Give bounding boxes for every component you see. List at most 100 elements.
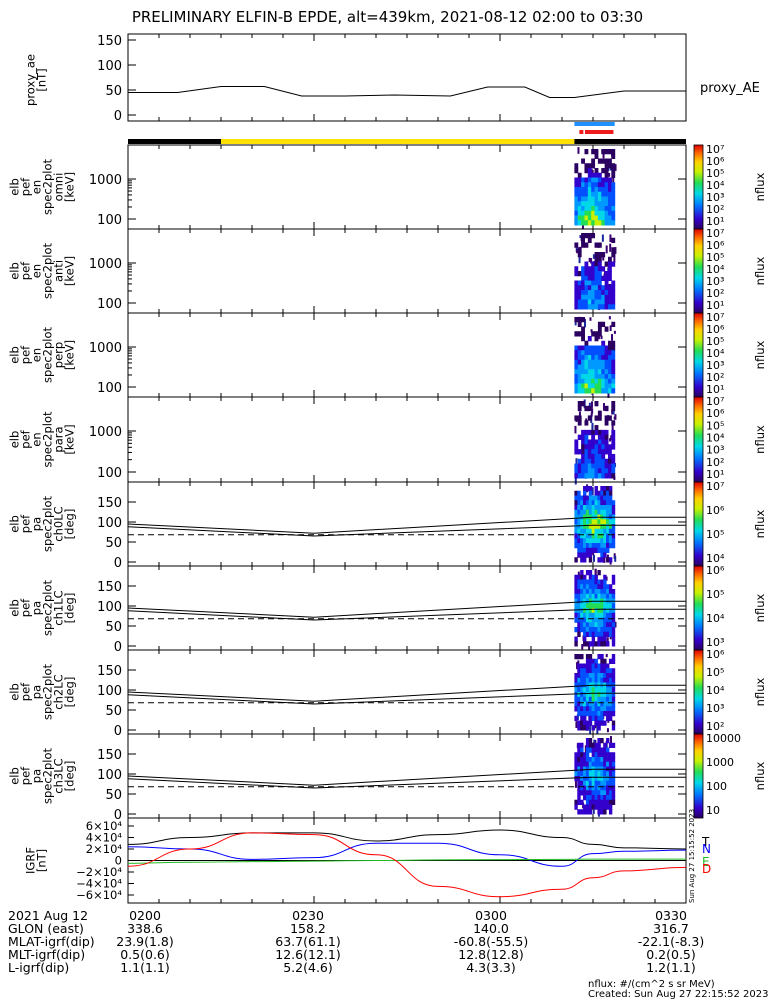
- spectrogram-cell: [594, 294, 599, 300]
- spectrogram-cell: [597, 677, 601, 683]
- spectrogram-cell: [583, 752, 587, 758]
- y-axis-label-line: pef: [19, 261, 33, 280]
- spectrogram-cell: [585, 617, 590, 623]
- spectrogram-cell: [600, 785, 604, 791]
- spectrogram-cell: [587, 369, 592, 375]
- spectrogram-cell: [597, 579, 601, 585]
- y-axis-label-line: elb: [8, 178, 22, 196]
- spectrogram-cell: [588, 692, 593, 698]
- speck: [589, 317, 592, 321]
- ae-ylabel: proxy_ae[nT]: [24, 54, 49, 106]
- spectrogram-cell: [577, 668, 581, 674]
- spectrogram-cell: [585, 622, 590, 628]
- spectrogram-cell: [577, 317, 582, 323]
- spectrogram-cell: [606, 547, 610, 553]
- spectrogram-cell: [591, 752, 596, 758]
- spectrogram-cell: [611, 355, 616, 361]
- spectrogram-cell: [594, 547, 598, 553]
- spectrogram-cell: [577, 280, 582, 286]
- colorbar-unit-label: nflux: [753, 256, 767, 285]
- colorbar-tick-label: 10³: [706, 702, 724, 715]
- spectrogram-cell: [603, 706, 607, 712]
- spectrogram-cell: [611, 505, 616, 511]
- colorbar-tick-label: 10³: [706, 191, 724, 204]
- y-tick-label: 0: [114, 109, 122, 124]
- spectrogram-cell: [600, 631, 604, 637]
- spectrogram-cell: [583, 711, 587, 717]
- footer-time-0300: 0300: [475, 908, 507, 923]
- spectrogram-cell: [574, 439, 579, 445]
- spectrogram-cell: [591, 528, 596, 534]
- spectrogram-cell: [587, 439, 592, 445]
- spectrogram-cell: [591, 790, 596, 796]
- spectrogram-cell: [607, 415, 612, 421]
- spectrogram-cell: [585, 533, 590, 539]
- spectrogram-cell: [607, 458, 612, 465]
- spectrogram-cell: [591, 658, 596, 664]
- spectrogram-cell: [577, 374, 582, 380]
- spectrogram-cell: [606, 757, 610, 763]
- spectrogram-cell: [594, 196, 599, 202]
- spectrogram-cell: [580, 519, 584, 525]
- footer-time-0200: 0200: [129, 908, 161, 923]
- spectrogram-cell: [603, 486, 607, 492]
- spectrogram-cell: [591, 473, 596, 479]
- spectrogram-cell: [601, 177, 606, 183]
- spectrogram-cell: [600, 706, 604, 712]
- spectrogram-data: [574, 399, 617, 485]
- spectrogram-cell: [574, 593, 578, 599]
- y-tick-label: 100: [97, 59, 122, 74]
- spectrogram-cell: [591, 593, 596, 599]
- y-axis-label-line: elb: [8, 683, 22, 701]
- speck: [588, 645, 591, 650]
- spectrogram-cell: [597, 533, 601, 539]
- spectrogram-cell: [597, 187, 602, 193]
- speck: [607, 389, 610, 398]
- spectrogram-cell: [574, 804, 578, 810]
- spectrogram-cell: [591, 378, 596, 384]
- spectrogram-cell: [583, 715, 587, 721]
- spectrogram-cell: [588, 500, 593, 506]
- spectrogram-cell: [597, 374, 602, 380]
- spectrogram-cell: [597, 738, 601, 744]
- spectrogram-cell: [583, 663, 587, 669]
- spectrogram-cell: [594, 486, 598, 492]
- spectrogram-cell: [591, 692, 596, 698]
- spectrogram-cell: [577, 505, 581, 511]
- spectrogram-cell: [591, 742, 596, 748]
- spectrogram-cell: [607, 191, 612, 197]
- spectrogram-cell: [611, 191, 616, 197]
- y-axis-label-line: perp: [52, 342, 66, 368]
- spectrogram-cell: [606, 505, 610, 511]
- spectrogram-cell: [606, 776, 610, 782]
- spectrogram-cell: [607, 444, 612, 450]
- spectrogram-cell: [603, 761, 607, 767]
- speck: [576, 714, 579, 720]
- footer-mlt-1: 0.5(0.6): [120, 947, 170, 962]
- spectrogram-cell: [594, 290, 599, 296]
- spectrogram-cell: [584, 429, 589, 436]
- spectrogram-cell: [600, 589, 604, 595]
- spectrogram-cell: [606, 692, 610, 698]
- spectrogram-cell: [580, 715, 584, 721]
- spectrogram-cell: [577, 463, 582, 469]
- spectrogram-cell: [601, 215, 606, 221]
- spectrogram-cell: [587, 266, 592, 272]
- speck: [591, 487, 594, 496]
- speck: [578, 255, 581, 264]
- y-axis-label-line: [deg]: [63, 593, 77, 624]
- spectrogram-cell: [601, 290, 606, 296]
- spectrogram-cell: [597, 715, 601, 721]
- y-axis-label-line: spec2plot: [41, 579, 55, 636]
- spectrogram-cell: [597, 172, 602, 178]
- spectrogram-cell: [584, 458, 589, 465]
- spectrogram-cell: [587, 210, 592, 216]
- spectrogram-cell: [580, 785, 584, 791]
- spectrogram-cell: [611, 182, 616, 188]
- spectrogram-cell: [597, 795, 601, 801]
- spectrogram-cell: [600, 776, 604, 782]
- spectrogram-cell: [597, 809, 601, 815]
- spectrogram-cell: [597, 752, 601, 758]
- spectrogram-cell: [587, 453, 592, 460]
